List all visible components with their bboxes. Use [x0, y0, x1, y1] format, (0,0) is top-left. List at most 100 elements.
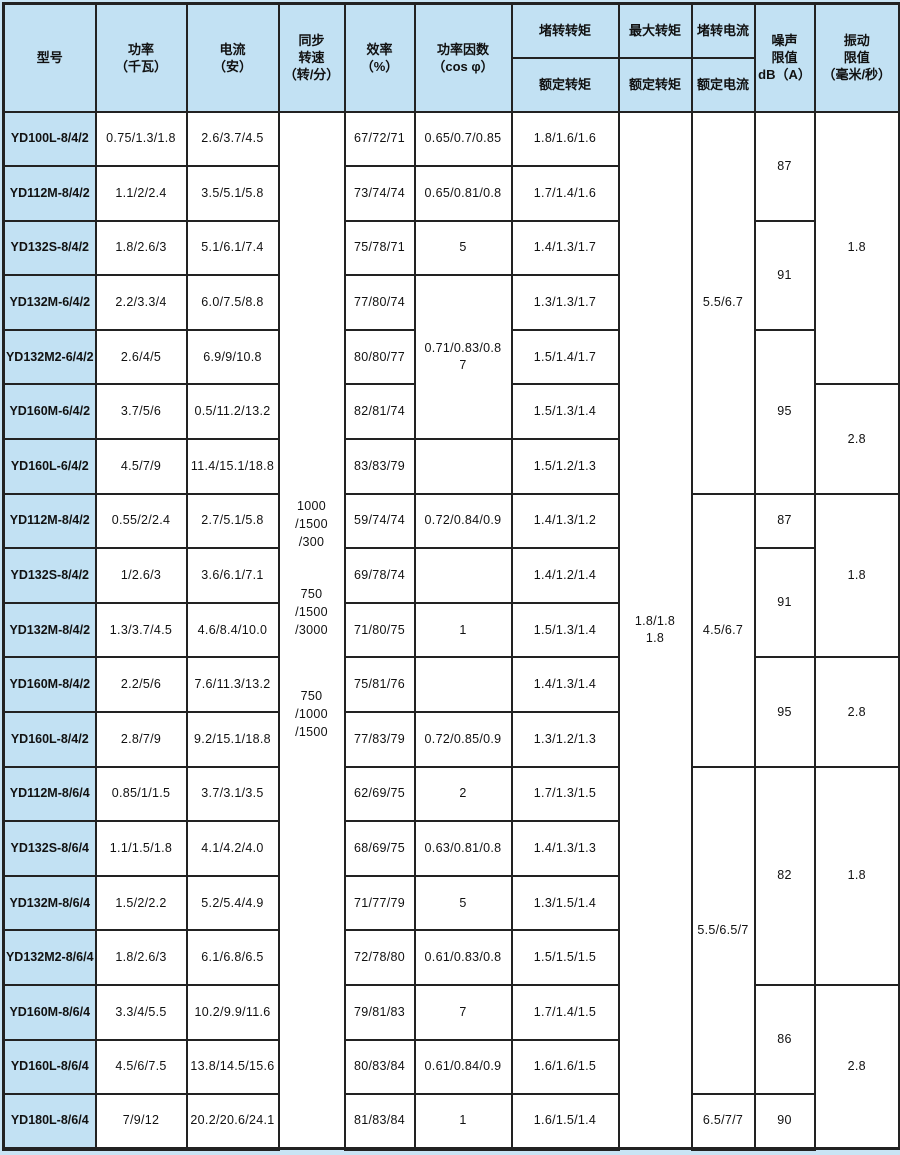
- cell-power: 1.3/3.7/4.5: [94, 601, 188, 659]
- cell-cosphi: 0.65/0.81/0.8: [413, 165, 513, 222]
- table-row: YD100L-8/4/2 0.75/1.3/1.8 2.6/3.7/4.5 1000 …: [2, 110, 900, 1150]
- cell-current: 3.7/3.1/3.5: [185, 765, 280, 823]
- cell-power: 4.5/7/9: [94, 438, 188, 495]
- cell-cosphi: 0.61/0.84/0.9: [413, 1038, 513, 1096]
- table-row: YD160M-8/4/2 2.2/5/6 7.6/11.3/13.2 75/81/76…: [2, 656, 900, 768]
- cell-current: 7.6/11.3/13.2: [185, 656, 280, 714]
- cell-model: YD132M-8/6/4: [2, 874, 97, 932]
- cell-vibration: 1.8: [813, 765, 900, 987]
- cell-torque: 1.4/1.3/1.7: [510, 219, 620, 277]
- cell-power: 0.75/1.3/1.8: [94, 110, 188, 168]
- cell-torque: 1.7/1.4/1.5: [510, 984, 620, 1041]
- cell-efficiency: 79/81/83: [343, 984, 416, 1041]
- cell-power: 0.85/1/1.5: [94, 765, 188, 823]
- cell-efficiency: 72/78/80: [343, 929, 416, 986]
- cell-power: 3.7/5/6: [94, 383, 188, 441]
- cell-cosphi: 5: [413, 219, 513, 277]
- cell-vibration: 2.8: [813, 656, 900, 768]
- cell-power: 2.8/7/9: [94, 711, 188, 768]
- cell-efficiency: 71/77/79: [343, 874, 416, 932]
- cell-noise: 95: [753, 328, 816, 495]
- cell-current: 5.1/6.1/7.4: [185, 219, 280, 277]
- cell-noise: 95: [753, 656, 816, 768]
- cell-current: 2.6/3.7/4.5: [185, 110, 280, 168]
- cell-efficiency: 75/78/71: [343, 219, 416, 277]
- cell-power: 2.6/4/5: [94, 328, 188, 386]
- cell-model: YD160M-8/4/2: [2, 656, 97, 714]
- cell-current: 2.7/5.1/5.8: [185, 492, 280, 550]
- header-model: 型号: [2, 2, 97, 113]
- cell-current: 3.5/5.1/5.8: [185, 165, 280, 222]
- cell-current: 3.6/6.1/7.1: [185, 547, 280, 604]
- cell-current: 20.2/20.6/24.1: [185, 1093, 280, 1151]
- cell-model: YD160L-6/4/2: [2, 438, 97, 495]
- cell-power: 1.1/2/2.4: [94, 165, 188, 222]
- cell-torque: 1.3/1.3/1.7: [510, 274, 620, 331]
- cell-cosphi: 0.63/0.81/0.8: [413, 820, 513, 877]
- cell-cosphi: [413, 547, 513, 604]
- cell-model: YD132S-8/6/4: [2, 820, 97, 877]
- cell-cosphi: 2: [413, 765, 513, 823]
- table-row: YD160L-8/6/4 4.5/6/7.5 13.8/14.5/15.6 80/83…: [2, 1038, 900, 1096]
- cell-model: YD180L-8/6/4: [2, 1093, 97, 1151]
- table-row: YD112M-8/4/2 1.1/2/2.4 3.5/5.1/5.8 73/74/74…: [2, 165, 900, 222]
- cell-model: YD160M-8/6/4: [2, 984, 97, 1041]
- cell-lockedcurrent: 5.5/6.7: [690, 110, 756, 495]
- cell-current: 4.6/8.4/10.0: [185, 601, 280, 659]
- header-rated-current: 额定电流: [690, 56, 756, 113]
- cell-model: YD132M-8/4/2: [2, 601, 97, 659]
- cell-current: 11.4/15.1/18.8: [185, 438, 280, 495]
- cell-efficiency: 80/80/77: [343, 328, 416, 386]
- cell-cosphi: 1: [413, 1093, 513, 1151]
- cell-model: YD160L-8/4/2: [2, 711, 97, 768]
- cell-lockedcurrent: 4.5/6.7: [690, 492, 756, 768]
- cell-efficiency: 81/83/84: [343, 1093, 416, 1151]
- cell-cosphi: 0.72/0.85/0.9: [413, 711, 513, 768]
- cell-cosphi: 0.65/0.7/0.85: [413, 110, 513, 168]
- table-row: YD132M2-6/4/2 2.6/4/5 6.9/9/10.8 80/80/77 1.…: [2, 328, 900, 495]
- table-row: YD112M-8/4/2 0.55/2/2.4 2.7/5.1/5.8 59/74/7…: [2, 492, 900, 768]
- cell-noise: 87: [753, 492, 816, 550]
- header-vibration-limit: 振动 限值 （毫米/秒）: [813, 2, 900, 113]
- header-max-torque: 最大转矩: [617, 2, 693, 59]
- cell-torque: 1.8/1.6/1.6: [510, 110, 620, 168]
- cell-power: 3.3/4/5.5: [94, 984, 188, 1041]
- cell-model: YD112M-8/4/2: [2, 492, 97, 550]
- table-row: YD132M-8/4/2 1.3/3.7/4.5 4.6/8.4/10.0 71/80…: [2, 601, 900, 659]
- cell-model: YD160L-8/6/4: [2, 1038, 97, 1096]
- speed-value: 1000 /1500 /300: [295, 498, 328, 549]
- table-header: 型号 功率 （千瓦） 电流 （安） 同步 转速 （转/分） 效率 （%） 功率因…: [2, 2, 900, 113]
- table-body: YD100L-8/4/2 0.75/1.3/1.8 2.6/3.7/4.5 1000 …: [2, 110, 900, 1151]
- cell-power: 1.8/2.6/3: [94, 929, 188, 986]
- cell-efficiency: 59/74/74: [343, 492, 416, 550]
- cell-power: 1.8/2.6/3: [94, 219, 188, 277]
- cell-cosphi: 0.72/0.84/0.9: [413, 492, 513, 550]
- table-row: YD160M-8/6/4 3.3/4/5.5 10.2/9.9/11.6 79/81/…: [2, 983, 900, 1150]
- cell-torque: 1.4/1.3/1.2: [510, 492, 620, 550]
- cell-model: YD132M2-6/4/2: [2, 328, 97, 386]
- table-row: YD112M-8/6/4 0.85/1/1.5 3.7/3.1/3.5 62/69/7…: [2, 765, 900, 1096]
- table-row: YD160L-8/4/2 2.8/7/9 9.2/15.1/18.8 77/83/79…: [2, 711, 900, 768]
- cell-noise: 82: [753, 765, 816, 987]
- speed-values-wrap: 1000 /1500 /300 750 /1500 /3000 750 /1000 …: [281, 114, 343, 1147]
- cell-current: 6.1/6.8/6.5: [185, 929, 280, 986]
- cell-power: 1.5/2/2.2: [94, 874, 188, 932]
- table-row: YD132S-8/6/4 1.1/1.5/1.8 4.1/4.2/4.0 68/69/…: [2, 820, 900, 877]
- table-row: YD180L-8/6/4 7/9/12 20.2/20.6/24.1 81/83/84…: [2, 1093, 900, 1151]
- cell-efficiency: 80/83/84: [343, 1038, 416, 1096]
- header-efficiency: 效率 （%）: [343, 2, 416, 113]
- cell-model: YD160M-6/4/2: [2, 383, 97, 441]
- cell-noise: 91: [753, 547, 816, 659]
- cell-torque: 1.5/1.3/1.4: [510, 383, 620, 441]
- cell-efficiency: 67/72/71: [343, 110, 416, 168]
- cell-model: YD132S-8/4/2: [2, 219, 97, 277]
- cell-current: 4.1/4.2/4.0: [185, 820, 280, 877]
- cell-model: YD132S-8/4/2: [2, 547, 97, 604]
- cell-torque: 1.5/1.5/1.5: [510, 929, 620, 986]
- header-cosphi: 功率因数 （cos φ）: [413, 2, 513, 113]
- cell-efficiency: 73/74/74: [343, 165, 416, 222]
- cell-torque: 1.5/1.4/1.7: [510, 328, 620, 386]
- header-rated-torque-2: 额定转矩: [617, 56, 693, 113]
- cell-noise: 91: [753, 219, 816, 331]
- cell-vibration: 1.8: [813, 110, 900, 386]
